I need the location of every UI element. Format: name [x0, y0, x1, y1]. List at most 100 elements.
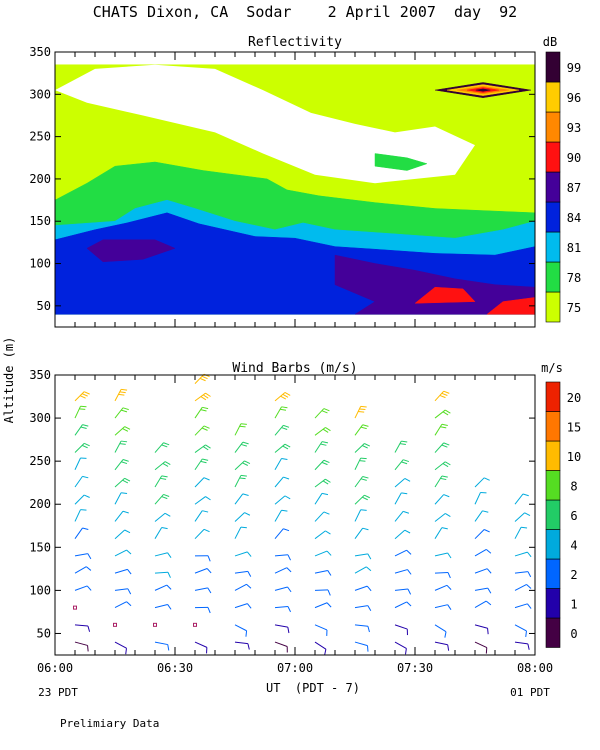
wind-barb: [234, 603, 252, 609]
wind-barb: [74, 527, 89, 539]
wind-barb: [434, 461, 451, 471]
barb-staff: [394, 549, 407, 557]
barb-feather: [287, 586, 292, 593]
x-axis-label: UT (PDT - 7): [266, 681, 360, 695]
wind-speed-colorbar-swatch: [545, 617, 561, 648]
barb-feather: [246, 603, 252, 609]
barb-feather: [202, 446, 209, 451]
barb-staff: [514, 493, 524, 505]
barb-staff: [154, 641, 168, 646]
barb-feather: [440, 426, 447, 429]
wind-speed-colorbar-swatch: [545, 411, 561, 442]
barb-feather: [485, 549, 492, 554]
barb-feather: [127, 569, 132, 575]
barb-feather: [82, 475, 89, 479]
barb-staff: [354, 527, 364, 539]
barb-feather: [125, 648, 127, 655]
y-tick-label: 200: [29, 497, 51, 511]
barb-staff: [154, 584, 168, 591]
barb-feather: [122, 479, 129, 484]
left-date-label: 23 PDT: [38, 686, 78, 699]
wind-barbs-plot: [73, 373, 532, 656]
barb-staff: [314, 441, 323, 453]
wind-barb: [434, 442, 450, 453]
calm-marker: [153, 622, 157, 627]
barb-staff: [234, 603, 248, 609]
barb-feather: [281, 406, 288, 409]
reflectivity-colorbar-swatch: [545, 51, 561, 83]
barb-staff: [234, 423, 242, 436]
barb-staff: [434, 624, 447, 633]
barb-feather: [283, 476, 290, 480]
wind-barb: [394, 459, 410, 471]
barb-feather: [239, 425, 246, 428]
contour-99-cell: [475, 88, 491, 92]
wind-barb: [474, 529, 490, 540]
wind-barb: [474, 587, 492, 594]
barb-feather: [126, 601, 132, 607]
barb-feather: [443, 390, 450, 394]
wind-barb: [274, 605, 292, 613]
wind-barb: [114, 529, 131, 540]
wind-barb: [114, 510, 129, 522]
barb-feather: [164, 512, 171, 517]
wind-barb: [154, 552, 172, 558]
barb-staff: [474, 492, 481, 505]
barb-staff: [74, 624, 88, 627]
barb-staff: [154, 552, 168, 557]
x-tick-label: 07:00: [277, 661, 313, 675]
barb-staff: [154, 603, 168, 609]
barb-staff: [234, 624, 247, 632]
barb-feather: [527, 643, 530, 650]
barb-feather: [207, 607, 211, 614]
wind-barb: [394, 588, 412, 595]
wind-barb: [74, 585, 92, 591]
barb-feather: [362, 445, 368, 449]
barb-staff: [194, 392, 206, 402]
wind-barb: [514, 603, 532, 609]
wind-barb: [354, 457, 367, 470]
barb-staff: [74, 509, 81, 522]
barb-feather: [483, 529, 490, 533]
barb-feather: [360, 509, 367, 511]
barb-staff: [354, 553, 368, 557]
barb-staff: [474, 548, 487, 557]
barb-feather: [321, 492, 329, 496]
barb-staff: [394, 529, 406, 540]
barb-feather: [124, 477, 131, 482]
barb-staff: [194, 641, 208, 648]
barb-staff: [114, 389, 122, 402]
barb-feather: [242, 441, 249, 445]
barb-staff: [434, 494, 445, 505]
wind-barb: [274, 424, 290, 436]
barb-feather: [325, 427, 331, 432]
wind-barb: [354, 624, 370, 633]
barb-feather: [327, 589, 331, 596]
barb-feather: [321, 461, 328, 466]
barb-feather: [444, 461, 451, 466]
wind-barb: [74, 424, 89, 436]
wind-barb: [274, 476, 290, 488]
wind-barb: [314, 602, 332, 609]
reflectivity-colorbar-swatch: [545, 201, 561, 233]
barb-feather: [443, 442, 450, 446]
altitude-axis-label: Altitude (m): [2, 337, 16, 424]
y-tick-label: 300: [29, 411, 51, 425]
wind-barbs-panel: Wind Barbs (m/s) 5010015020025030035006:…: [29, 361, 581, 675]
barb-feather: [321, 410, 328, 414]
barb-staff: [434, 442, 445, 453]
barb-feather: [327, 570, 332, 576]
wind-barb: [354, 605, 372, 612]
wind-barb: [514, 493, 529, 505]
barb-staff: [314, 427, 326, 436]
wind-barb: [114, 568, 132, 575]
barb-staff: [74, 457, 81, 470]
y-tick-label: 350: [29, 45, 51, 59]
barb-feather: [205, 392, 211, 397]
barb-feather: [202, 394, 209, 399]
barb-staff: [474, 600, 487, 609]
wind-barb: [314, 550, 332, 557]
barb-staff: [314, 478, 326, 488]
barb-feather: [203, 425, 210, 429]
wind-barb: [514, 624, 527, 637]
